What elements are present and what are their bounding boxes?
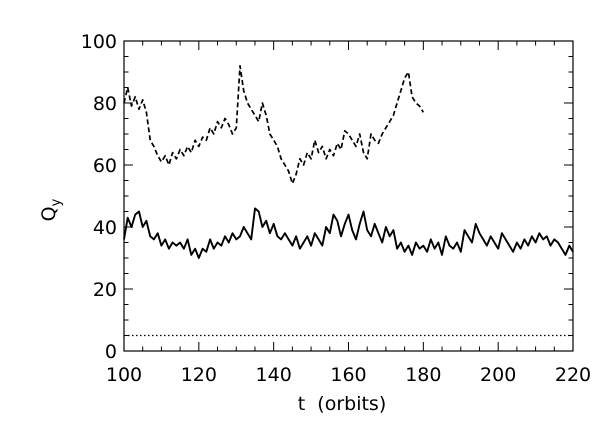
y-axis-label-sub: y bbox=[49, 198, 64, 206]
x-tick-label: 120 bbox=[181, 364, 217, 386]
y-tick-label: 60 bbox=[93, 155, 117, 177]
y-tick-label: 0 bbox=[105, 341, 117, 363]
x-tick-label: 140 bbox=[256, 364, 292, 386]
axes-layer: 100 120 140 160 180 200 220 0 20 40 60 80 100 bbox=[81, 31, 591, 386]
y-axis-label-main: Q bbox=[38, 206, 60, 221]
x-tick-label: 180 bbox=[405, 364, 441, 386]
y-tick-label: 40 bbox=[93, 217, 117, 239]
series-line-dashed bbox=[123, 64, 425, 185]
y-tick-label: 100 bbox=[81, 31, 117, 53]
y-tick-label: 20 bbox=[93, 279, 117, 301]
plot-frame bbox=[123, 40, 574, 352]
x-axis-label: t (orbits) bbox=[298, 393, 386, 415]
x-tick-label: 160 bbox=[330, 364, 366, 386]
x-tick-label: 220 bbox=[555, 364, 591, 386]
series-line-solid bbox=[123, 207, 574, 259]
y-axis-label: Qy bbox=[38, 198, 64, 221]
y-tick-label: 80 bbox=[93, 93, 117, 115]
x-tick-label: 100 bbox=[106, 364, 142, 386]
x-tick-label: 200 bbox=[480, 364, 516, 386]
series-layer bbox=[123, 64, 574, 337]
